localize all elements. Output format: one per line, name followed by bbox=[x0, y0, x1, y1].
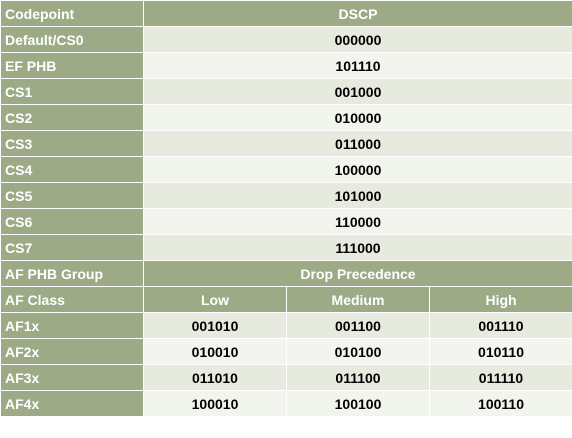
high-header: High bbox=[428, 286, 572, 313]
af-high-value: 010110 bbox=[428, 338, 572, 365]
table-row: CS7 111000 bbox=[0, 234, 572, 261]
dscp-value: 011000 bbox=[142, 130, 572, 157]
codepoint-header: Codepoint bbox=[0, 0, 144, 27]
dscp-value: 111000 bbox=[142, 234, 572, 261]
dscp-header: DSCP bbox=[142, 0, 572, 27]
dscp-value: 100000 bbox=[142, 156, 572, 183]
af-class-name: AF4x bbox=[0, 390, 144, 417]
codepoint-name: CS5 bbox=[0, 182, 144, 209]
af-class-header-row: AF Class Low Medium High bbox=[0, 286, 572, 313]
af-medium-value: 100100 bbox=[286, 390, 430, 417]
codepoint-name: CS2 bbox=[0, 104, 144, 131]
af-table-row: AF2x 010010 010100 010110 bbox=[0, 338, 572, 365]
dscp-value: 010000 bbox=[142, 104, 572, 131]
codepoint-name: EF PHB bbox=[0, 52, 144, 79]
af-low-value: 001010 bbox=[143, 312, 287, 339]
codepoint-name: CS6 bbox=[0, 208, 144, 235]
af-medium-value: 011100 bbox=[286, 364, 430, 391]
table-row: EF PHB 101110 bbox=[0, 52, 572, 79]
table-row: CS2 010000 bbox=[0, 104, 572, 131]
af-group-header-row: AF PHB Group Drop Precedence bbox=[0, 260, 572, 287]
codepoint-name: CS7 bbox=[0, 234, 144, 261]
af-low-value: 100010 bbox=[143, 390, 287, 417]
af-class-label: AF Class bbox=[0, 286, 144, 313]
af-table-row: AF1x 001010 001100 001110 bbox=[0, 312, 572, 339]
dscp-value: 101110 bbox=[142, 52, 572, 79]
af-phb-group-label: AF PHB Group bbox=[0, 260, 144, 287]
af-class-name: AF3x bbox=[0, 364, 144, 391]
af-high-value: 001110 bbox=[428, 312, 572, 339]
table-row: CS6 110000 bbox=[0, 208, 572, 235]
dscp-value: 001000 bbox=[142, 78, 572, 105]
table-row: CS5 101000 bbox=[0, 182, 572, 209]
table-row: CS1 001000 bbox=[0, 78, 572, 105]
drop-precedence-header: Drop Precedence bbox=[142, 260, 572, 287]
dscp-value: 000000 bbox=[142, 26, 572, 53]
dscp-table: Codepoint DSCP Default/CS0 000000 EF PHB… bbox=[0, 0, 572, 417]
codepoint-name: CS3 bbox=[0, 130, 144, 157]
codepoint-name: CS1 bbox=[0, 78, 144, 105]
af-table-row: AF3x 011010 011100 011110 bbox=[0, 364, 572, 391]
af-high-value: 100110 bbox=[428, 390, 572, 417]
codepoint-name: CS4 bbox=[0, 156, 144, 183]
af-class-name: AF2x bbox=[0, 338, 144, 365]
dscp-value: 110000 bbox=[142, 208, 572, 235]
af-high-value: 011110 bbox=[428, 364, 572, 391]
af-medium-value: 001100 bbox=[286, 312, 430, 339]
af-low-value: 011010 bbox=[143, 364, 287, 391]
table-row: Default/CS0 000000 bbox=[0, 26, 572, 53]
af-low-value: 010010 bbox=[143, 338, 287, 365]
dscp-value: 101000 bbox=[142, 182, 572, 209]
af-table-row: AF4x 100010 100100 100110 bbox=[0, 390, 572, 417]
low-header: Low bbox=[143, 286, 287, 313]
af-medium-value: 010100 bbox=[286, 338, 430, 365]
af-class-name: AF1x bbox=[0, 312, 144, 339]
medium-header: Medium bbox=[286, 286, 430, 313]
table-header-row: Codepoint DSCP bbox=[0, 0, 572, 27]
table-row: CS4 100000 bbox=[0, 156, 572, 183]
codepoint-name: Default/CS0 bbox=[0, 26, 144, 53]
table-row: CS3 011000 bbox=[0, 130, 572, 157]
